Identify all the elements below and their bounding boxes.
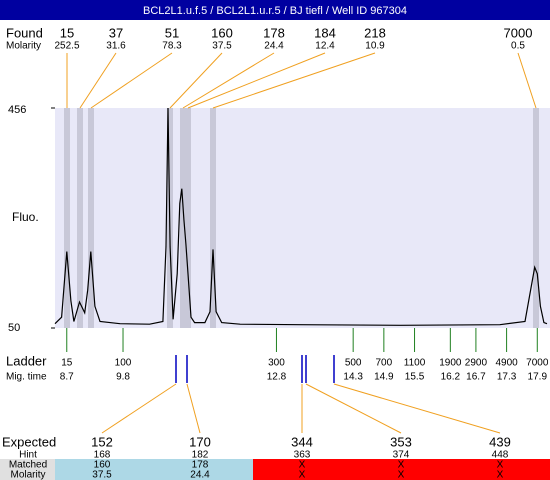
ladder-time: 16.7 bbox=[466, 372, 486, 383]
expected-size: 170 bbox=[189, 434, 211, 449]
peak-band bbox=[180, 108, 186, 328]
y-axis-label: Fluo. bbox=[12, 210, 39, 224]
hint: 448 bbox=[492, 450, 509, 461]
found-molarity: 78.3 bbox=[162, 41, 182, 52]
y-tick-label: 50 bbox=[8, 322, 20, 334]
hint-label: Hint bbox=[19, 450, 37, 461]
connector bbox=[187, 52, 326, 109]
plot-area bbox=[55, 108, 550, 328]
expected-label: Expected bbox=[2, 434, 56, 449]
found-molarity: 31.6 bbox=[106, 41, 126, 52]
found-label: Found bbox=[6, 25, 43, 40]
connector bbox=[101, 383, 177, 434]
connector bbox=[186, 383, 201, 434]
ladder-size: 700 bbox=[376, 358, 393, 369]
ladder-time: 17.3 bbox=[497, 372, 517, 383]
found-molarity: 10.9 bbox=[365, 41, 385, 52]
connector bbox=[517, 52, 537, 109]
peak-band bbox=[88, 108, 94, 328]
ladder-time: 17.9 bbox=[528, 372, 548, 383]
peak-band bbox=[77, 108, 83, 328]
connector bbox=[169, 52, 223, 109]
trace bbox=[54, 107, 548, 326]
ladder-time: 12.8 bbox=[267, 372, 287, 383]
molarity: 37.5 bbox=[92, 470, 112, 480]
title: BCL2L1.u.f.5 / BCL2L1.u.r.5 / BJ tiefl /… bbox=[143, 5, 407, 17]
connector bbox=[305, 383, 402, 434]
ladder-time: 14.9 bbox=[374, 372, 394, 383]
found-size: 178 bbox=[263, 25, 285, 40]
ladder-time: 15.5 bbox=[405, 372, 425, 383]
found-size: 184 bbox=[314, 25, 336, 40]
connector bbox=[333, 383, 501, 434]
found-size: 15 bbox=[60, 25, 74, 40]
molarity-row-label: Molarity bbox=[10, 470, 45, 480]
expected-size: 353 bbox=[390, 434, 412, 449]
hint: 168 bbox=[94, 450, 111, 461]
ladder-time: 14.3 bbox=[343, 372, 363, 383]
matched: 160 bbox=[94, 460, 111, 471]
molarity-label: Molarity bbox=[6, 41, 41, 52]
ladder-size: 15 bbox=[61, 358, 73, 369]
connector bbox=[212, 52, 376, 109]
peak-band bbox=[210, 108, 216, 328]
ladder-size: 2900 bbox=[465, 358, 488, 369]
matched: X bbox=[497, 460, 504, 471]
matched: X bbox=[398, 460, 405, 471]
found-size: 51 bbox=[165, 25, 179, 40]
connector bbox=[79, 52, 117, 109]
ladder-size: 300 bbox=[268, 358, 285, 369]
ladder-size: 4900 bbox=[495, 358, 518, 369]
found-molarity: 37.5 bbox=[212, 41, 232, 52]
ladder-size: 100 bbox=[115, 358, 132, 369]
found-molarity: 12.4 bbox=[315, 41, 335, 52]
hint: 182 bbox=[192, 450, 209, 461]
connector bbox=[90, 52, 173, 109]
molarity: X bbox=[299, 470, 306, 480]
molarity: X bbox=[497, 470, 504, 480]
found-size: 37 bbox=[109, 25, 123, 40]
expected-size: 152 bbox=[91, 434, 113, 449]
ladder-size: 1900 bbox=[439, 358, 462, 369]
found-size: 7000 bbox=[504, 25, 533, 40]
peak-band bbox=[533, 108, 539, 328]
found-size: 218 bbox=[364, 25, 386, 40]
ladder-time: 16.2 bbox=[441, 372, 461, 383]
found-molarity: 24.4 bbox=[264, 41, 284, 52]
ladder-time: 8.7 bbox=[60, 372, 74, 383]
ladder-size: 7000 bbox=[526, 358, 549, 369]
ladder-size: 500 bbox=[345, 358, 362, 369]
expected-size: 439 bbox=[489, 434, 511, 449]
row-label-bg bbox=[0, 459, 55, 480]
matched-bg bbox=[55, 459, 253, 480]
mig-time-label: Mig. time bbox=[6, 372, 47, 383]
found-size: 160 bbox=[211, 25, 233, 40]
hint: 374 bbox=[393, 450, 410, 461]
hint: 363 bbox=[294, 450, 311, 461]
found-molarity: 252.5 bbox=[54, 41, 79, 52]
matched: 178 bbox=[192, 460, 209, 471]
matched: X bbox=[299, 460, 306, 471]
peak-band bbox=[185, 108, 191, 328]
peak-band bbox=[64, 108, 70, 328]
expected-size: 344 bbox=[291, 434, 313, 449]
y-tick-label: 456 bbox=[8, 104, 26, 116]
molarity: X bbox=[398, 470, 405, 480]
ladder-time: 9.8 bbox=[116, 372, 130, 383]
unmatched-bg bbox=[253, 459, 550, 480]
ladder-label: Ladder bbox=[6, 353, 47, 368]
found-molarity: 0.5 bbox=[511, 41, 525, 52]
molarity: 24.4 bbox=[190, 470, 210, 480]
title-bar bbox=[0, 0, 550, 20]
connector bbox=[182, 52, 275, 109]
ladder-size: 1100 bbox=[404, 358, 426, 369]
matched-label: Matched bbox=[9, 460, 47, 471]
